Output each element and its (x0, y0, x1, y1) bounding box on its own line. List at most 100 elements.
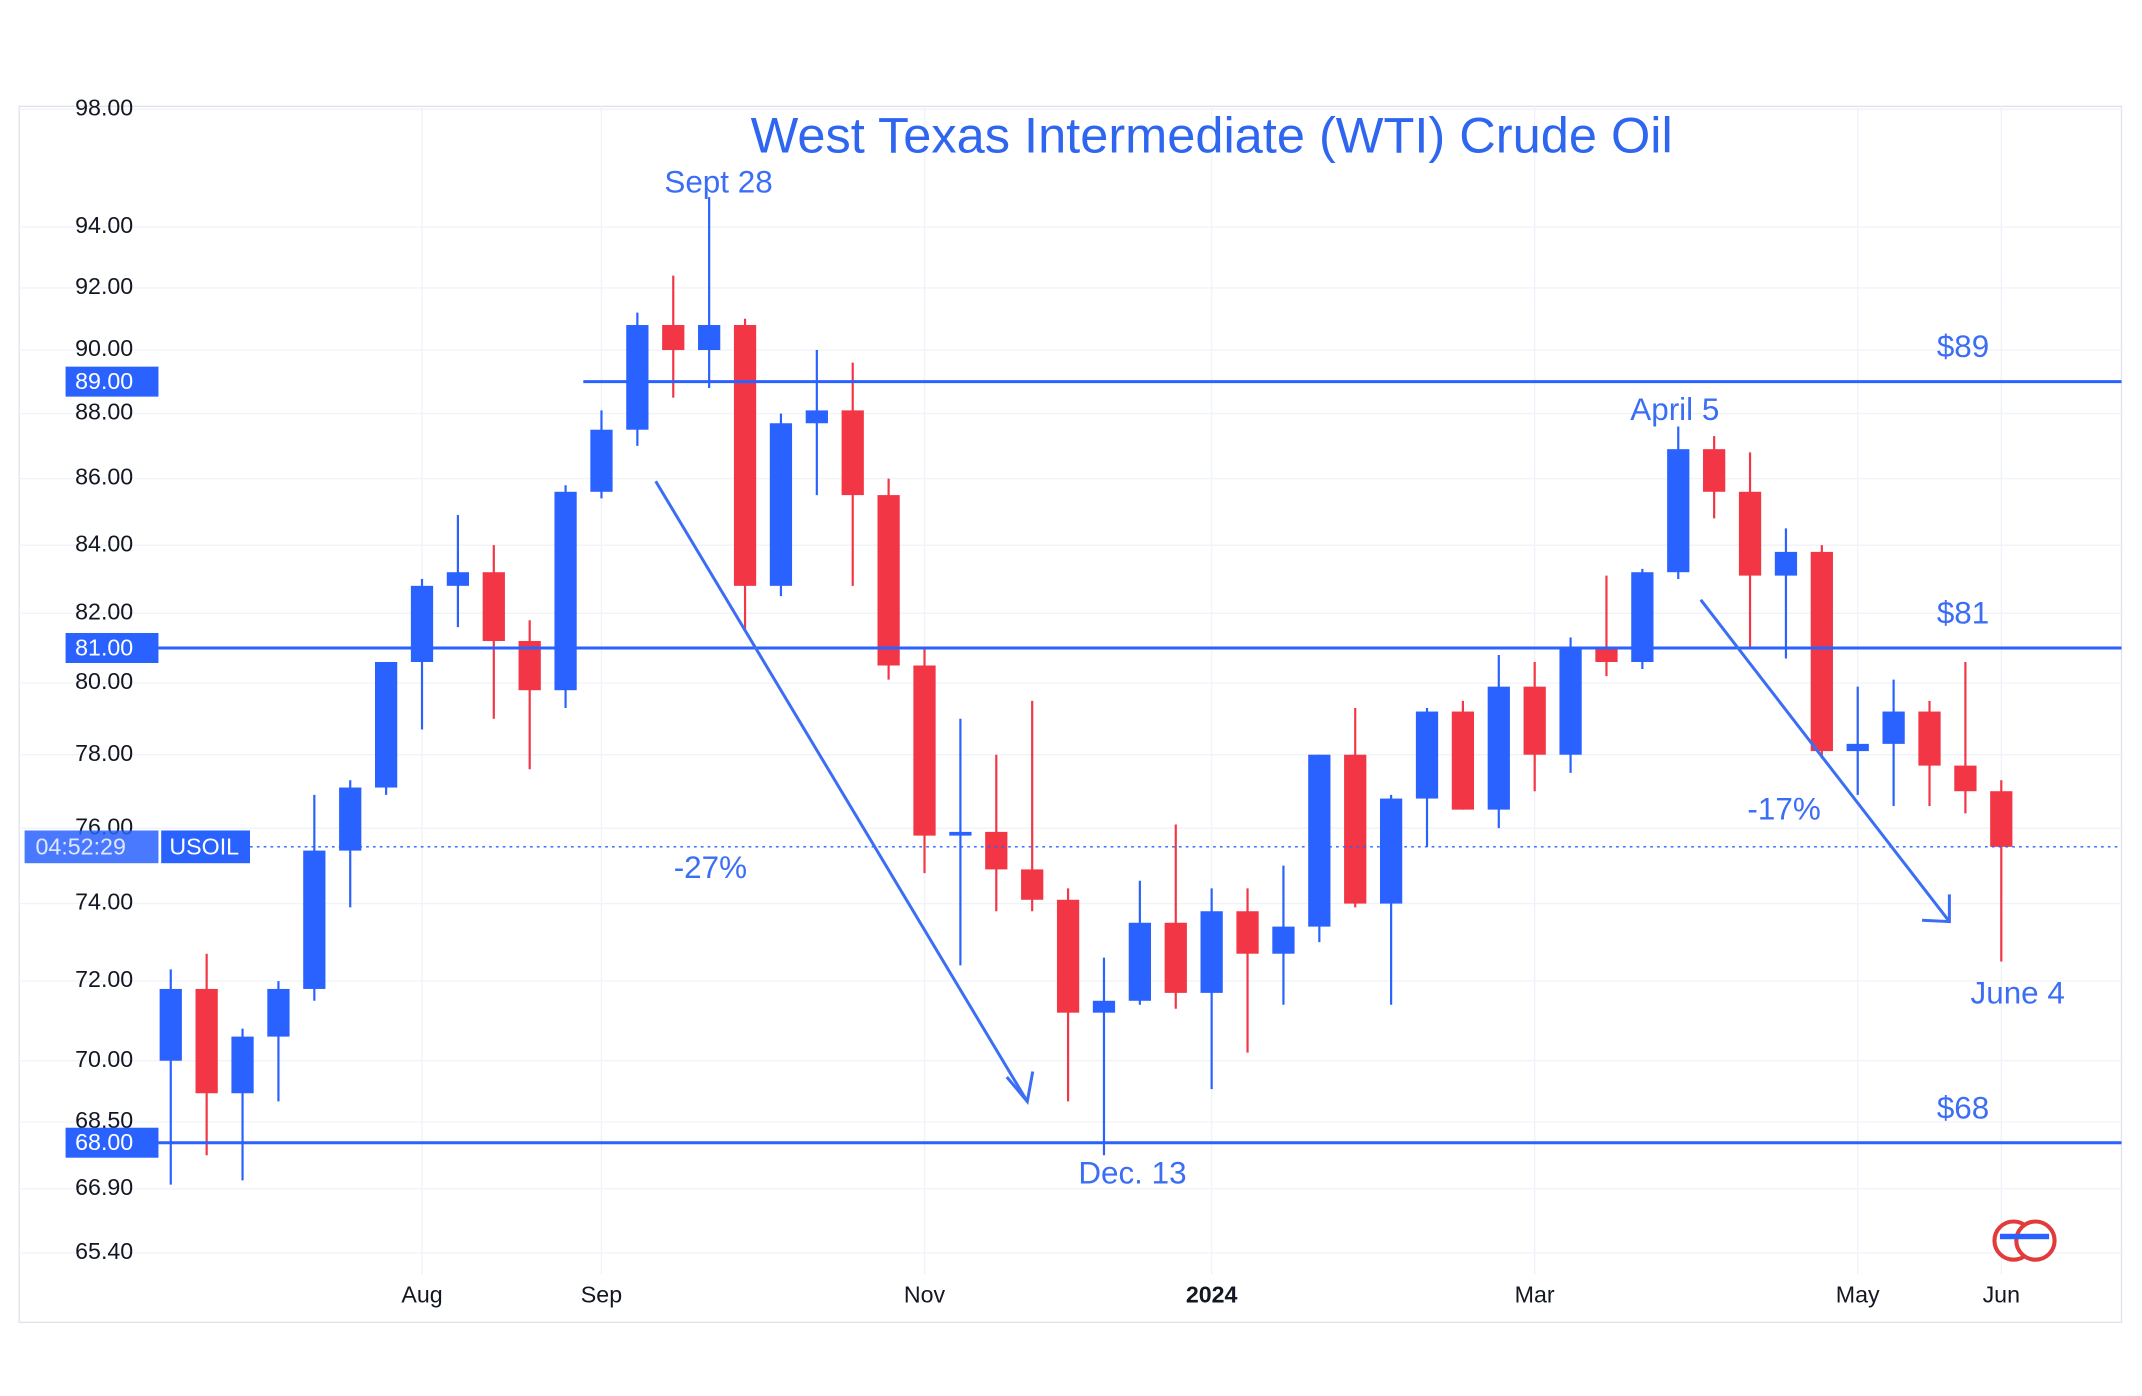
logo-stripe (1999, 1233, 2050, 1240)
candle-body (267, 988, 290, 1037)
y-tick-label: 86.00 (75, 464, 133, 490)
candle-body (733, 325, 757, 586)
y-tick-label: 92.00 (75, 273, 133, 299)
y-tick-label: 88.00 (75, 399, 133, 425)
level-axis-box (65, 366, 159, 397)
x-tick-label: Aug (401, 1282, 442, 1308)
symbol-label: USOIL (169, 833, 239, 859)
candle-body (1200, 911, 1223, 993)
candle-body (446, 572, 470, 586)
candle-body (1021, 869, 1044, 900)
y-tick-label: 90.00 (75, 335, 133, 361)
candle-body (374, 661, 398, 788)
annotation: April 5 (1630, 392, 1719, 427)
annotation: Sept 28 (664, 164, 772, 199)
level-label: $81 (1937, 596, 1989, 631)
candle-body (1415, 711, 1439, 799)
candle-body (1344, 754, 1367, 904)
candle-body (1056, 899, 1080, 1013)
candle-body (590, 429, 613, 492)
x-tick-label: 2024 (1186, 1282, 1238, 1308)
y-tick-label: 70.00 (75, 1046, 133, 1072)
candle-body (1990, 791, 2013, 847)
level-label: $89 (1937, 329, 1989, 364)
candle-body (554, 491, 577, 691)
candle-body (841, 410, 864, 496)
candle-body (1918, 711, 1941, 766)
candle-body (805, 410, 828, 424)
candle-body (913, 665, 936, 836)
x-tick-label: Jun (1983, 1282, 2020, 1308)
candle-body (1846, 743, 1869, 752)
annotation: June 4 (1971, 976, 2065, 1011)
level-axis-box (65, 1127, 159, 1158)
candle-body (1236, 911, 1259, 954)
candles (159, 197, 2013, 1185)
arrow (1699, 598, 1951, 923)
candle-body (1810, 551, 1833, 752)
candle-body (1092, 1000, 1116, 1013)
y-tick-label: 98.00 (75, 94, 133, 120)
overlays: 98.00 94.00 92.00 90.00 88.00 86.00 84.00 82.00… (24, 94, 2122, 1308)
y-tick-label: 74.00 (75, 889, 133, 915)
annotation: -27% (674, 850, 747, 885)
arrow (654, 480, 1029, 1103)
y-tick-label: 82.00 (75, 598, 133, 624)
candle-body (1272, 926, 1295, 954)
level-axis-box (65, 632, 159, 663)
candle-body (985, 831, 1008, 870)
candle-body (662, 325, 685, 351)
arrow-head (1005, 1071, 1035, 1105)
candle-body (1308, 754, 1331, 927)
y-tick-label: 65.40 (75, 1238, 133, 1264)
candle-body (949, 831, 972, 836)
candle-body (1559, 647, 1582, 755)
candle-body (1738, 491, 1762, 576)
candle-body (1164, 922, 1187, 993)
y-tick-label: 78.00 (75, 740, 133, 766)
candle-body (1595, 647, 1618, 662)
level-label: $68 (1937, 1090, 1989, 1125)
candle-body (1882, 711, 1905, 744)
chart-title: West Texas Intermediate (WTI) Crude Oil (751, 106, 1673, 163)
annotation: Dec. 13 (1078, 1155, 1186, 1190)
logo (1992, 1219, 2057, 1262)
candle-body (769, 423, 793, 586)
candle-body (1379, 798, 1403, 904)
annotation: -17% (1747, 791, 1820, 826)
candle-body (195, 988, 218, 1094)
level-axis-label: 89.00 (75, 368, 133, 394)
level-axis-label: 68.00 (75, 1129, 133, 1155)
candle-body (482, 572, 505, 642)
candle-body (1451, 711, 1475, 810)
candle-body (1631, 572, 1654, 662)
candle-body (231, 1036, 254, 1094)
candle-body (303, 850, 326, 989)
y-tick-label: 84.00 (75, 530, 133, 556)
x-tick-label: Sep (581, 1282, 622, 1308)
candle-body (1523, 686, 1546, 755)
y-tick-label: 94.00 (75, 212, 133, 238)
y-tick-label: 80.00 (75, 668, 133, 694)
candle-body (1667, 449, 1690, 573)
x-tick-label: Mar (1515, 1282, 1555, 1308)
last-price-box (24, 830, 159, 864)
x-tick-label: May (1836, 1282, 1880, 1308)
candle-body (159, 988, 182, 1061)
candle-body (410, 585, 434, 662)
candle-body (626, 325, 649, 430)
trend-arrows (654, 480, 1951, 1105)
x-tick-label: Nov (904, 1282, 946, 1308)
candle-body (518, 641, 541, 691)
arrow-head (1921, 894, 1951, 924)
candle-body (1128, 922, 1151, 1001)
y-tick-label: 66.90 (75, 1174, 133, 1200)
y-tick-label: 72.00 (75, 966, 133, 992)
candle-body (698, 325, 721, 351)
level-axis-label: 81.00 (75, 634, 133, 660)
candle-body (1703, 449, 1726, 492)
plot-frame (18, 105, 2123, 1324)
logo-circle (2014, 1219, 2057, 1262)
candle-body (1774, 551, 1798, 576)
